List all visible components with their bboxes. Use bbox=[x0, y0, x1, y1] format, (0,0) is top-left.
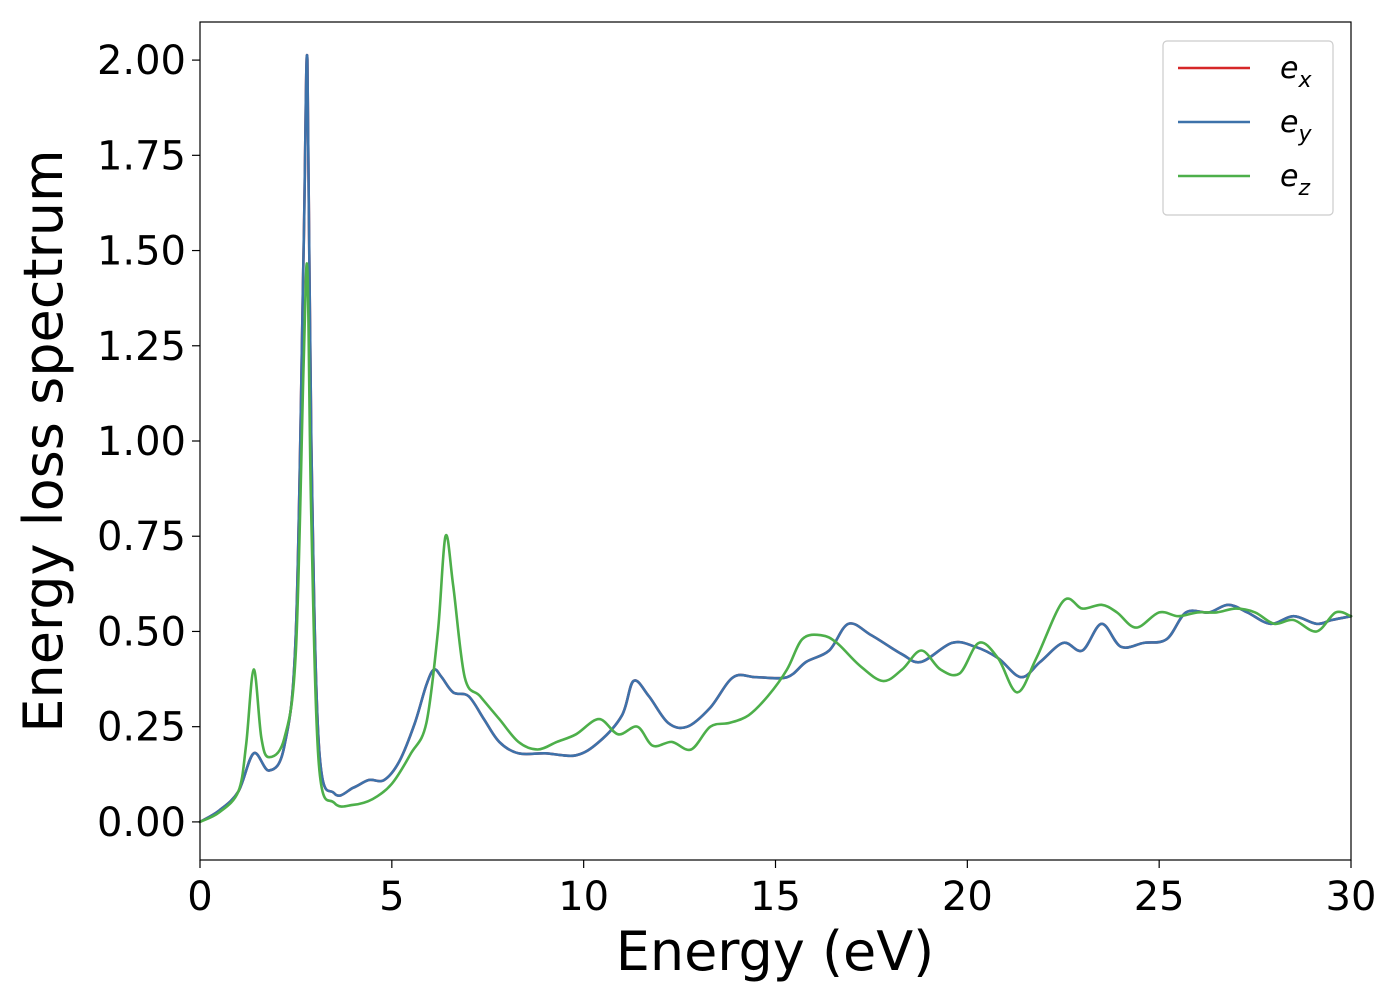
x-tick-label: 20 bbox=[942, 874, 993, 920]
y-axis-title: Energy loss spectrum bbox=[12, 149, 75, 732]
x-tick-label: 10 bbox=[558, 874, 609, 920]
y-tick-label: 1.00 bbox=[97, 419, 186, 465]
x-axis-title: Energy (eV) bbox=[616, 920, 935, 983]
y-tick-label: 1.25 bbox=[97, 324, 186, 370]
x-tick-label: 5 bbox=[379, 874, 404, 920]
x-tick-label: 0 bbox=[187, 874, 212, 920]
y-tick-label: 1.50 bbox=[97, 229, 186, 275]
y-tick-label: 0.50 bbox=[97, 609, 186, 655]
series-line-ez bbox=[198, 262, 1353, 824]
y-tick-label: 1.75 bbox=[97, 133, 186, 179]
y-tick-label: 0.00 bbox=[97, 800, 186, 846]
series-line-ey bbox=[198, 53, 1353, 824]
x-axis-ticks: 0 5 10 15 20 25 30 bbox=[187, 860, 1376, 920]
y-tick-label: 0.75 bbox=[97, 514, 186, 560]
series-layer bbox=[198, 53, 1353, 824]
x-tick-label: 30 bbox=[1326, 874, 1377, 920]
y-tick-label: 2.00 bbox=[97, 38, 186, 84]
legend-box bbox=[1162, 40, 1334, 216]
y-tick-label: 0.25 bbox=[97, 705, 186, 751]
plot-background bbox=[200, 22, 1351, 860]
x-tick-label: 25 bbox=[1134, 874, 1185, 920]
y-axis-ticks: 0.00 0.25 0.50 0.75 1.00 1.25 1.50 1.75 2.00 bbox=[97, 38, 200, 846]
x-tick-label: 15 bbox=[750, 874, 801, 920]
